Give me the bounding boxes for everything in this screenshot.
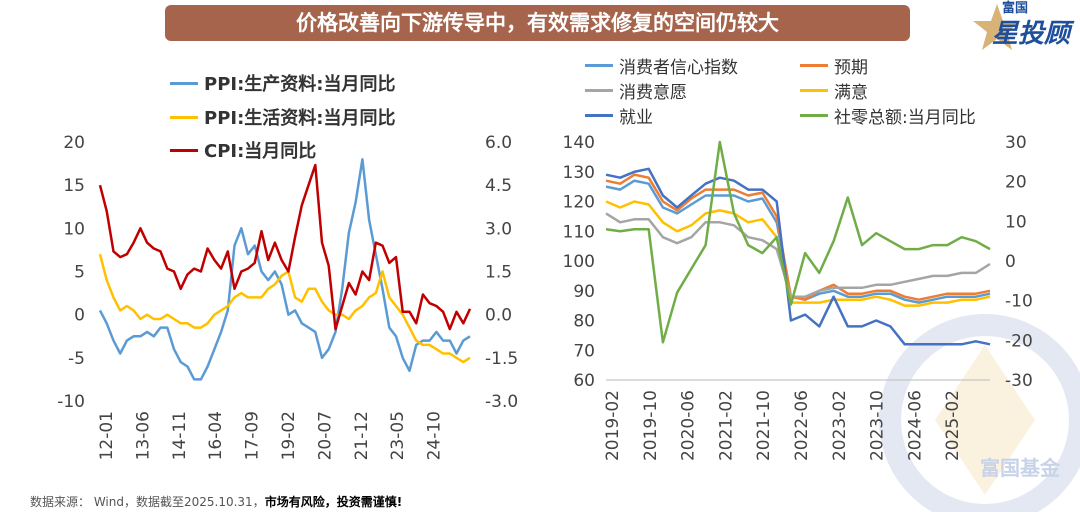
- left-y-tick: 100: [563, 252, 595, 272]
- left-y-tick: -10: [57, 392, 85, 412]
- left-y-tick: -5: [68, 349, 85, 369]
- x-tick: 2019-10: [641, 390, 661, 461]
- left-y-tick: 60: [573, 371, 595, 391]
- right-y-tick: 4.5: [485, 176, 512, 196]
- left-y-tick: 120: [563, 193, 595, 213]
- series-line-社零总额:当月同比: [605, 140, 991, 344]
- legend-satisfaction: 满意: [800, 78, 868, 103]
- right-y-tick: 10: [1005, 212, 1027, 232]
- right-y-tick: 0: [1005, 252, 1016, 272]
- right-y-tick: 0.0: [485, 306, 512, 326]
- right-y-tick: -3.0: [485, 392, 518, 412]
- logo-top: 富国: [1002, 1, 1029, 16]
- x-tick: 16-04: [206, 411, 226, 460]
- series-line-PPI:生活资料:当月同比: [98, 253, 471, 364]
- x-tick: 21-12: [352, 411, 372, 460]
- right-y-tick: 3.0: [485, 219, 512, 239]
- x-tick: 2022-06: [792, 390, 812, 461]
- legend-ppi-producer: PPI:生产资料:当月同比: [170, 70, 395, 96]
- legend-ppi-living: PPI:生活资料:当月同比: [170, 104, 395, 130]
- legend-confidence: 消费者信心指数: [585, 53, 738, 78]
- x-tick: 2023-02: [830, 390, 850, 461]
- legend-willingness: 消费意愿: [585, 78, 687, 103]
- right-y-tick: 20: [1005, 173, 1027, 193]
- x-tick: 19-02: [279, 411, 299, 460]
- legend-employment: 就业: [585, 103, 653, 128]
- brand-logo: 富国 星投顾: [972, 0, 1077, 54]
- left-y-tick: 0: [74, 306, 85, 326]
- left-y-tick: 70: [573, 341, 595, 361]
- logo-main: 星投顾: [992, 19, 1071, 49]
- series-line-消费意愿: [605, 212, 991, 298]
- series-line-PPI:生产资料:当月同比: [98, 158, 471, 381]
- x-tick: 2024-06: [905, 390, 925, 461]
- series-line-就业: [605, 167, 991, 346]
- series-line-消费者信心指数: [605, 179, 991, 304]
- page-title: 价格改善向下游传导中，有效需求修复的空间仍较大: [165, 5, 910, 41]
- left-y-tick: 80: [573, 312, 595, 332]
- watermark-text: 富国基金: [980, 456, 1061, 480]
- left-y-tick: 140: [563, 133, 595, 153]
- left-y-tick: 110: [563, 222, 595, 242]
- left-y-tick: 5: [74, 263, 85, 283]
- x-tick: 13-06: [133, 411, 153, 460]
- left-y-tick: 15: [63, 176, 85, 196]
- right-y-tick: -10: [1005, 292, 1033, 312]
- x-tick: 14-11: [170, 411, 190, 460]
- right-y-tick: 30: [1005, 133, 1027, 153]
- x-tick: 12-01: [97, 411, 117, 460]
- legend-cpi: CPI:当月同比: [170, 137, 316, 163]
- x-tick: 2021-10: [754, 390, 774, 461]
- x-tick: 2025-02: [943, 390, 963, 461]
- risk-warning: 市场有风险，投资需谨慎!: [264, 495, 403, 509]
- footer: 数据来源： Wind，数据截至2025.10.31，市场有风险，投资需谨慎!: [30, 493, 402, 510]
- right-y-tick: 1.5: [485, 263, 512, 283]
- left-y-tick: 130: [563, 163, 595, 183]
- series-line-CPI:当月同比: [98, 163, 472, 331]
- legend-expectation: 预期: [800, 53, 868, 78]
- x-tick: 20-07: [315, 411, 335, 460]
- x-tick: 23-05: [388, 411, 408, 460]
- x-tick: 24-10: [425, 411, 445, 460]
- left-y-tick: 10: [63, 219, 85, 239]
- right-y-tick: -1.5: [485, 349, 518, 369]
- legend-retail: 社零总额:当月同比: [800, 103, 976, 128]
- left-y-tick: 20: [63, 133, 85, 153]
- x-tick: 2023-10: [868, 390, 888, 461]
- star-icon: [973, 4, 1021, 50]
- series-line-预期: [605, 173, 991, 301]
- x-tick: 2021-02: [716, 390, 736, 461]
- right-y-tick: -20: [1005, 331, 1033, 351]
- x-tick: 17-09: [243, 411, 263, 460]
- left-y-tick: 90: [573, 282, 595, 302]
- x-tick: 2019-02: [603, 390, 623, 461]
- right-y-tick: 6.0: [485, 133, 512, 153]
- series-line-满意: [605, 200, 991, 307]
- source-note: 数据来源： Wind，数据截至2025.10.31，: [30, 495, 265, 509]
- x-tick: 2020-06: [679, 390, 699, 461]
- right-y-tick: -30: [1005, 371, 1033, 391]
